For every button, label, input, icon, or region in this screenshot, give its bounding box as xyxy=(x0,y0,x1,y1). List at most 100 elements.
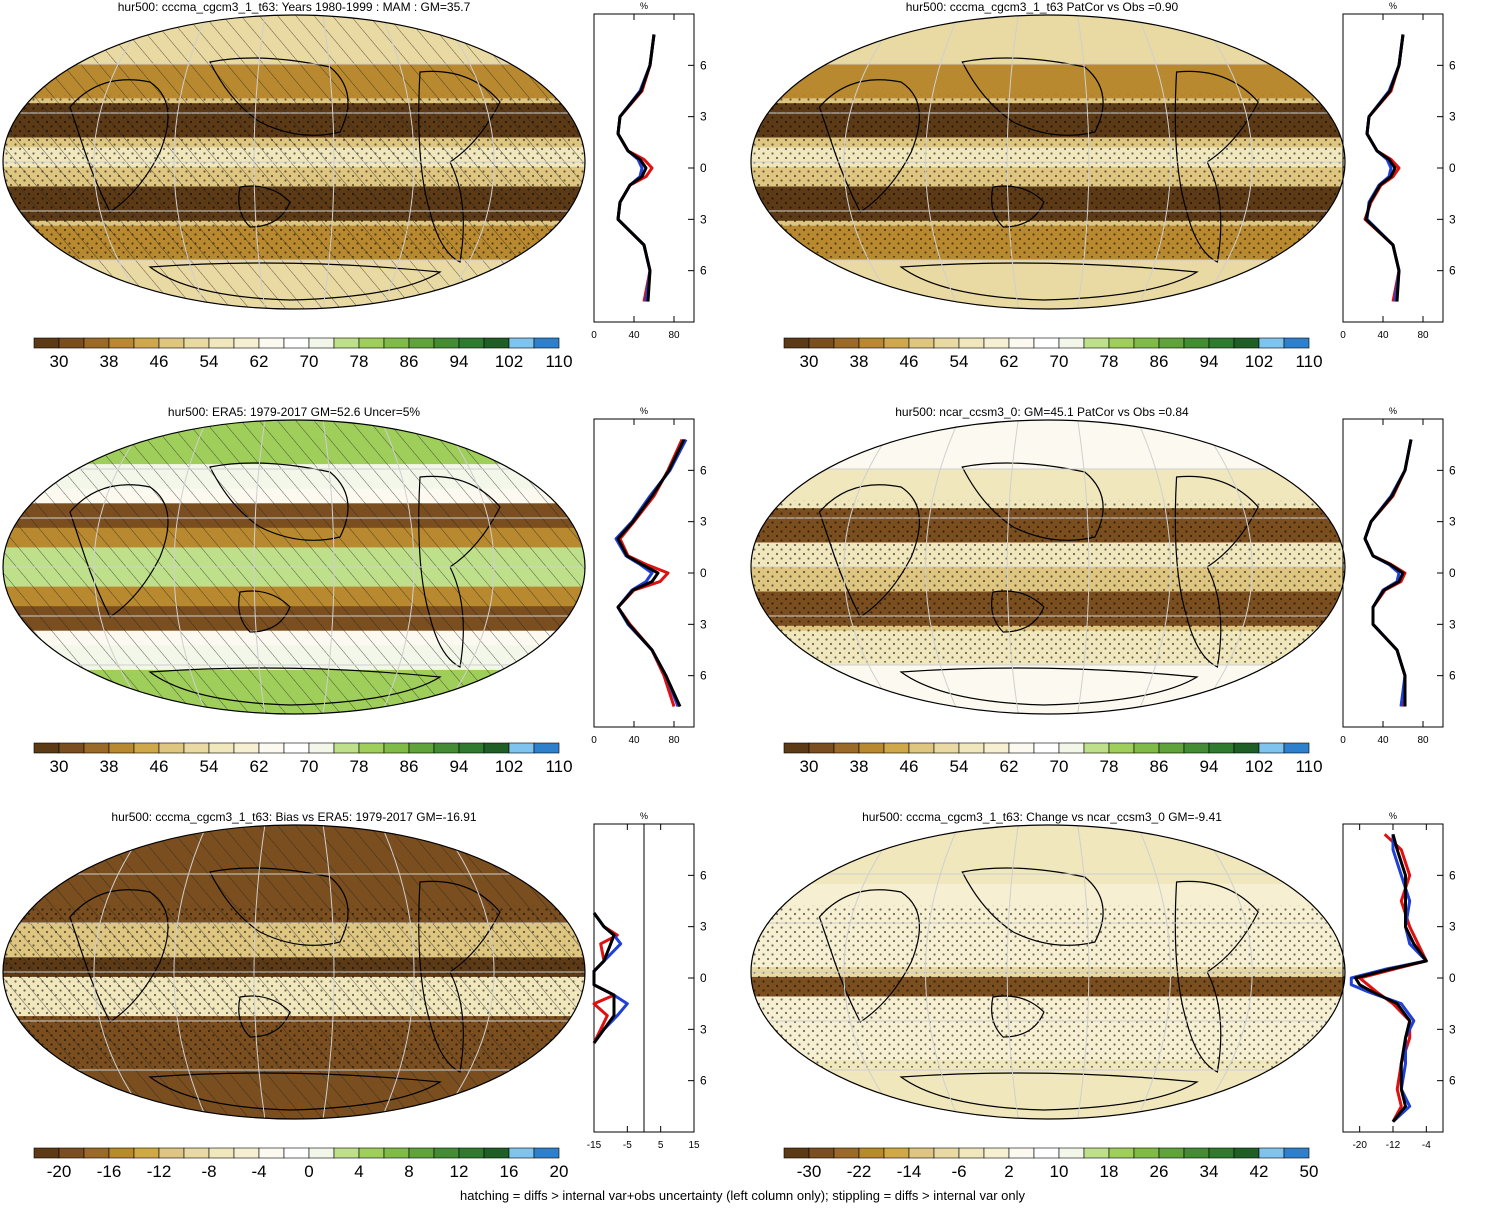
coastline xyxy=(238,185,291,228)
zonal-mean-profile: % 60N 30N 0 30S 60S 0 40 80 xyxy=(1340,1,1455,341)
colorbar-swatch xyxy=(283,1147,310,1159)
map-band xyxy=(751,68,1345,75)
profile-lat-label: 30S xyxy=(700,212,706,226)
colorbar-swatch xyxy=(208,337,235,349)
colorbar-swatch xyxy=(258,742,285,754)
figure-footnote: hatching = diffs > internal var+obs unce… xyxy=(460,1188,1025,1203)
map-band xyxy=(751,29,1345,36)
profile-x-label: -12 xyxy=(1386,1140,1401,1151)
robinson-map xyxy=(750,824,1346,1120)
map-band xyxy=(751,669,1345,676)
map-band xyxy=(751,1104,1345,1110)
map-band xyxy=(751,679,1345,686)
colorbar-label: 62 xyxy=(250,352,269,371)
profile-frame xyxy=(593,13,695,323)
coastline xyxy=(961,57,1104,136)
map-band xyxy=(751,279,1345,286)
profile-unit: % xyxy=(640,1,648,11)
colorbar: 30 38 46 54 62 70 78 86 94 102 110 xyxy=(783,337,1323,371)
profile-line-black xyxy=(592,912,616,1044)
colorbar-swatch xyxy=(83,742,110,754)
profile-line-black xyxy=(1364,34,1405,302)
colorbar-swatch xyxy=(508,337,535,349)
colorbar-label: 78 xyxy=(350,352,369,371)
colorbar-swatch xyxy=(158,742,185,754)
map-band xyxy=(751,449,1345,455)
colorbar-label: 38 xyxy=(100,757,119,776)
colorbar-swatch xyxy=(1058,742,1085,754)
colorbar-label: 30 xyxy=(50,352,69,371)
profile-lat-label: 30N xyxy=(700,110,706,124)
map-band xyxy=(751,694,1345,700)
colorbar-label: 42 xyxy=(1250,1162,1269,1181)
colorbar-label: 78 xyxy=(350,757,369,776)
map-border xyxy=(2,419,586,715)
profile-x-label: 40 xyxy=(628,330,640,341)
colorbar-swatch xyxy=(183,337,210,349)
colorbar-swatch xyxy=(408,1147,435,1159)
map-band xyxy=(751,304,1345,309)
colorbar-label: 62 xyxy=(1000,757,1019,776)
colorbar-label: 30 xyxy=(50,757,69,776)
map-band xyxy=(751,1079,1345,1086)
map-band xyxy=(751,54,1345,60)
colorbar-swatch xyxy=(183,742,210,754)
graticule-lon xyxy=(843,15,900,309)
map-band xyxy=(751,674,1345,681)
colorbar-swatch xyxy=(933,1147,960,1159)
graticule-lon xyxy=(380,420,415,714)
colorbar-label: 102 xyxy=(1245,352,1273,371)
colorbar-label: 30 xyxy=(800,757,819,776)
profile-unit: % xyxy=(1389,1,1397,11)
colorbar-swatch xyxy=(483,337,510,349)
map-band xyxy=(751,289,1345,295)
colorbar: -20 -16 -12 -8 -4 0 4 8 12 16 20 xyxy=(33,1147,568,1181)
colorbar-swatch xyxy=(508,742,535,754)
map-band xyxy=(751,1084,1345,1091)
map-band xyxy=(751,1065,1345,1071)
colorbar-label: 46 xyxy=(900,352,919,371)
colorbar-swatch xyxy=(858,1147,885,1159)
colorbar-swatch xyxy=(933,742,960,754)
graticule-lon xyxy=(1006,825,1019,1119)
colorbar-label: -8 xyxy=(201,1162,216,1181)
map-band xyxy=(751,704,1345,710)
map-band xyxy=(751,874,1345,880)
colorbar-label: 70 xyxy=(300,757,319,776)
zonal-mean-profile: % 60N 30N 0 30S 60S -20 -12 -4 xyxy=(1342,811,1455,1151)
graticule-lon xyxy=(843,420,900,714)
profile-line-black xyxy=(1354,833,1428,1123)
colorbar-label: 38 xyxy=(100,352,119,371)
colorbar-swatch xyxy=(1183,337,1210,349)
colorbar-swatch xyxy=(483,742,510,754)
colorbar-label: 110 xyxy=(1295,757,1322,776)
colorbar-swatch xyxy=(833,1147,860,1159)
profile-line-blue xyxy=(614,438,688,708)
graticule-lon xyxy=(173,15,208,309)
colorbar-swatch xyxy=(533,1147,560,1159)
profile-lat-label: 30S xyxy=(1449,1022,1455,1036)
colorbar-swatch xyxy=(33,337,60,349)
colorbar-swatch xyxy=(983,337,1010,349)
colorbar-swatch xyxy=(58,337,85,349)
colorbar-swatch xyxy=(508,1147,535,1159)
colorbar-swatch xyxy=(983,742,1010,754)
colorbar-label: 70 xyxy=(300,352,319,371)
colorbar-label: 8 xyxy=(404,1162,413,1181)
colorbar-swatch xyxy=(883,1147,910,1159)
map-band xyxy=(751,473,1345,480)
map-band xyxy=(751,299,1345,305)
colorbar-label: 110 xyxy=(545,352,572,371)
colorbar-swatch xyxy=(533,337,560,349)
colorbar-label: 54 xyxy=(200,352,219,371)
colorbar-label: -6 xyxy=(951,1162,966,1181)
colorbar-swatch xyxy=(1258,337,1285,349)
profile-line-red xyxy=(592,912,619,1044)
graticule-lon xyxy=(253,825,266,1119)
colorbar-swatch xyxy=(783,742,810,754)
coastline xyxy=(209,462,349,541)
colorbar-swatch xyxy=(333,1147,360,1159)
map-band xyxy=(751,834,1345,841)
colorbar-swatch xyxy=(208,742,235,754)
map-band xyxy=(751,1109,1345,1115)
